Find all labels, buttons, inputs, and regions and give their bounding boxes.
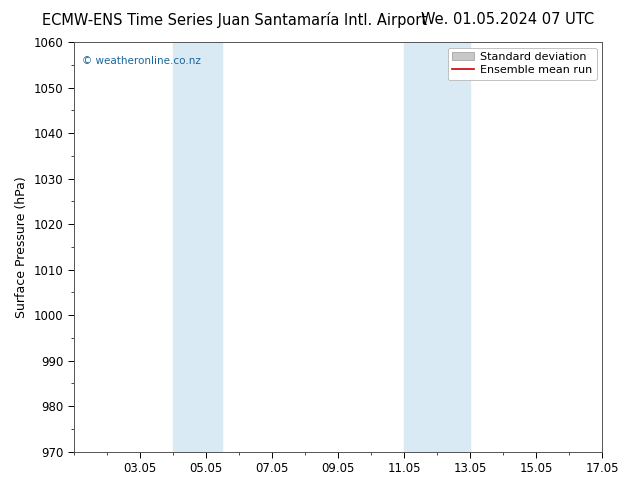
- Y-axis label: Surface Pressure (hPa): Surface Pressure (hPa): [15, 176, 28, 318]
- Text: ECMW-ENS Time Series Juan Santamaría Intl. Airport: ECMW-ENS Time Series Juan Santamaría Int…: [42, 12, 427, 28]
- Bar: [404, 42, 470, 452]
- Bar: [173, 42, 223, 452]
- Text: © weatheronline.co.nz: © weatheronline.co.nz: [82, 56, 200, 66]
- Text: We. 01.05.2024 07 UTC: We. 01.05.2024 07 UTC: [420, 12, 594, 27]
- Legend: Standard deviation, Ensemble mean run: Standard deviation, Ensemble mean run: [448, 48, 597, 80]
